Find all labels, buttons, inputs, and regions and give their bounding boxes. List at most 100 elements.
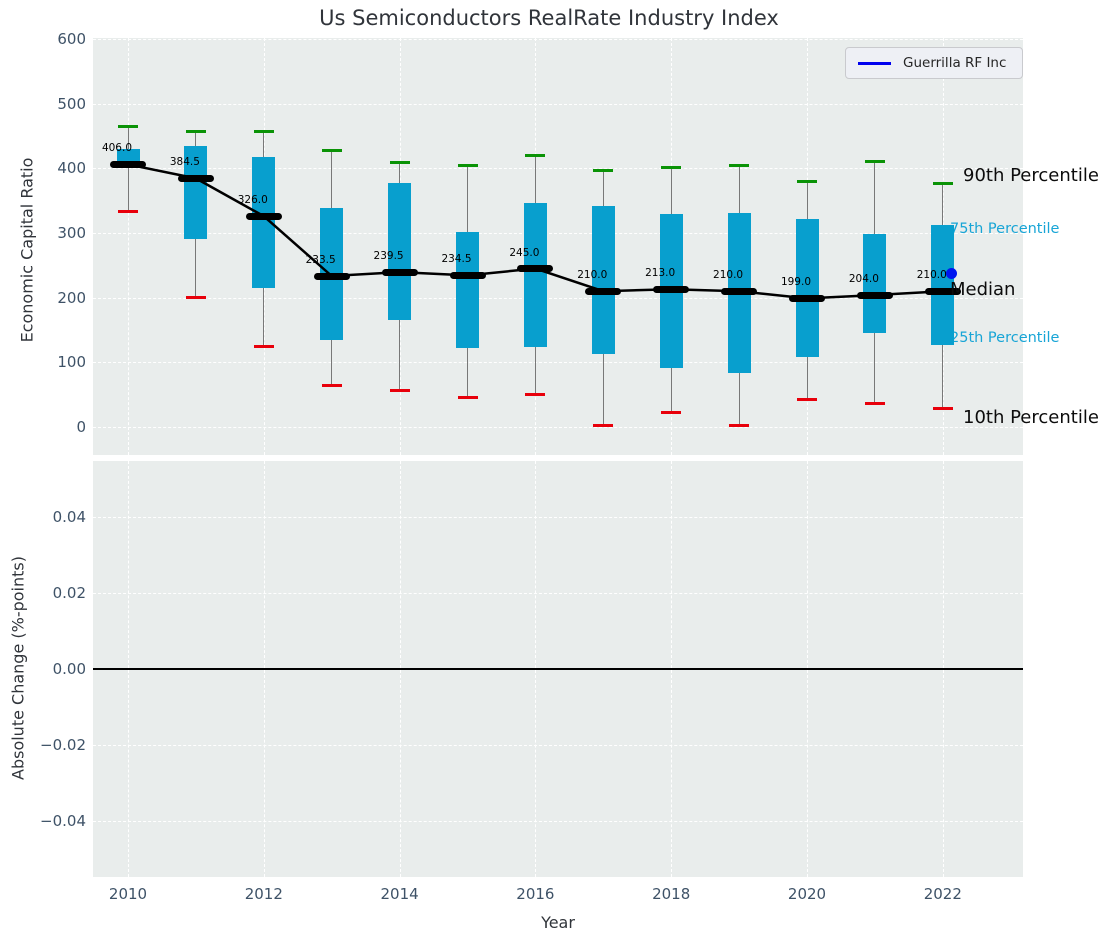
top-plot-area: 75th Percentile 25th Percentile 406.0 384.5… (93, 38, 1059, 455)
p90-cap (593, 168, 614, 172)
median-marker (110, 160, 146, 168)
iqr-bar (388, 183, 412, 321)
p90-cap (661, 165, 682, 169)
median-marker (313, 272, 350, 280)
median-value-label: 204.0 (848, 273, 879, 286)
p10-cap (389, 388, 410, 392)
median-value-label: 239.5 (373, 250, 404, 263)
iqr-bar (795, 219, 819, 358)
median-value-label: 245.0 (509, 246, 540, 259)
median-marker (856, 291, 893, 299)
gridline (93, 38, 1023, 40)
median-value-label: 233.5 (305, 254, 336, 266)
gridline (93, 427, 1023, 428)
x-axis-label: Year (541, 913, 575, 932)
x-tick-label: 2014 (380, 885, 419, 903)
p10-cap (457, 396, 478, 400)
y-tick-label: 300 (57, 223, 86, 242)
median-marker (381, 268, 418, 276)
y-tick-label: 100 (57, 353, 86, 372)
gridline (128, 38, 129, 455)
x-tick-label: 2022 (923, 885, 962, 903)
y-tick-label: 200 (57, 288, 86, 307)
y-tick-label: 400 (57, 159, 86, 178)
median-value-label: 210.0 (713, 269, 744, 282)
p10-cap (593, 424, 614, 428)
median-marker (177, 174, 214, 182)
p10-cap (661, 411, 682, 415)
iqr-bar (931, 224, 955, 345)
median-value-label: 234.5 (441, 253, 472, 266)
p10-cap (321, 384, 342, 388)
company-point (946, 267, 958, 279)
median-marker (585, 287, 622, 295)
y-axis-label-top: Economic Capital Ratio (17, 157, 37, 343)
x-tick-label: 2016 (516, 885, 555, 903)
median-marker (517, 265, 554, 273)
median-marker (653, 285, 690, 293)
iqr-bar (863, 234, 887, 334)
p90-cap (932, 181, 953, 185)
y-tick-label: 500 (57, 94, 86, 113)
p10-cap (525, 393, 546, 397)
median-marker (789, 294, 825, 302)
annotation-25th-percentile: 25th Percentile (950, 330, 1060, 346)
gridline (93, 362, 1023, 364)
median-marker (245, 212, 282, 220)
p90-cap (525, 153, 546, 157)
median-value-label: 326.0 (237, 194, 268, 207)
median-marker (449, 271, 486, 279)
median-line (127, 163, 943, 300)
median-marker (721, 287, 758, 295)
y-tick-label: 0.00 (52, 660, 86, 678)
annotation-10th-percentile: 10th Percentile (963, 407, 1098, 428)
annotation-median: Median (950, 279, 1016, 300)
p10-cap (253, 344, 274, 348)
iqr-bar (252, 157, 276, 288)
p10-cap (864, 402, 885, 406)
median-value-label: 213.0 (645, 267, 676, 280)
y-tick-label: 0 (76, 418, 86, 436)
gridline (93, 745, 1023, 746)
x-tick-label: 2012 (244, 885, 283, 903)
x-tick-label: 2020 (787, 885, 827, 903)
y-tick-label: 0.02 (52, 584, 86, 602)
annotation-75th-percentile: 75th Percentile (950, 221, 1060, 237)
x-tick-label: 2018 (652, 885, 691, 903)
gridline (93, 168, 1023, 170)
iqr-bar (523, 203, 547, 347)
gridline (93, 103, 1023, 105)
p90-cap (864, 159, 885, 163)
p10-cap (932, 407, 953, 411)
bottom-plot-area (93, 461, 1023, 877)
y-tick-label: −0.04 (40, 812, 86, 830)
gridline (93, 232, 1023, 234)
y-tick-label: 600 (57, 29, 86, 48)
iqr-bar (184, 145, 208, 239)
p10-cap (729, 424, 750, 428)
median-value-label: 210.0 (916, 269, 947, 282)
whisker-line (127, 126, 129, 211)
legend: Guerrilla RF Inc (845, 47, 1023, 79)
x-tick-label: 2010 (108, 885, 148, 903)
legend-line-swatch (858, 61, 891, 65)
gridline (93, 297, 1023, 299)
p90-cap (118, 125, 138, 129)
annotation-90th-percentile: 90th Percentile (963, 165, 1098, 186)
p90-cap (321, 148, 342, 152)
gridline (93, 517, 1023, 518)
gridline (93, 821, 1023, 822)
p10-cap (797, 398, 817, 402)
median-value-label: 210.0 (577, 269, 608, 282)
chart-title: Us Semiconductors RealRate Industry Inde… (319, 6, 779, 30)
median-value-label: 406.0 (101, 142, 132, 155)
median-value-label: 384.5 (169, 156, 200, 169)
iqr-bar (456, 231, 479, 349)
median-marker (924, 287, 961, 295)
y-tick-label: 0.04 (52, 508, 86, 526)
median-value-label: 199.0 (780, 276, 811, 289)
zero-line (93, 668, 1023, 670)
p90-cap (253, 129, 274, 133)
y-tick-label: −0.02 (40, 736, 86, 754)
